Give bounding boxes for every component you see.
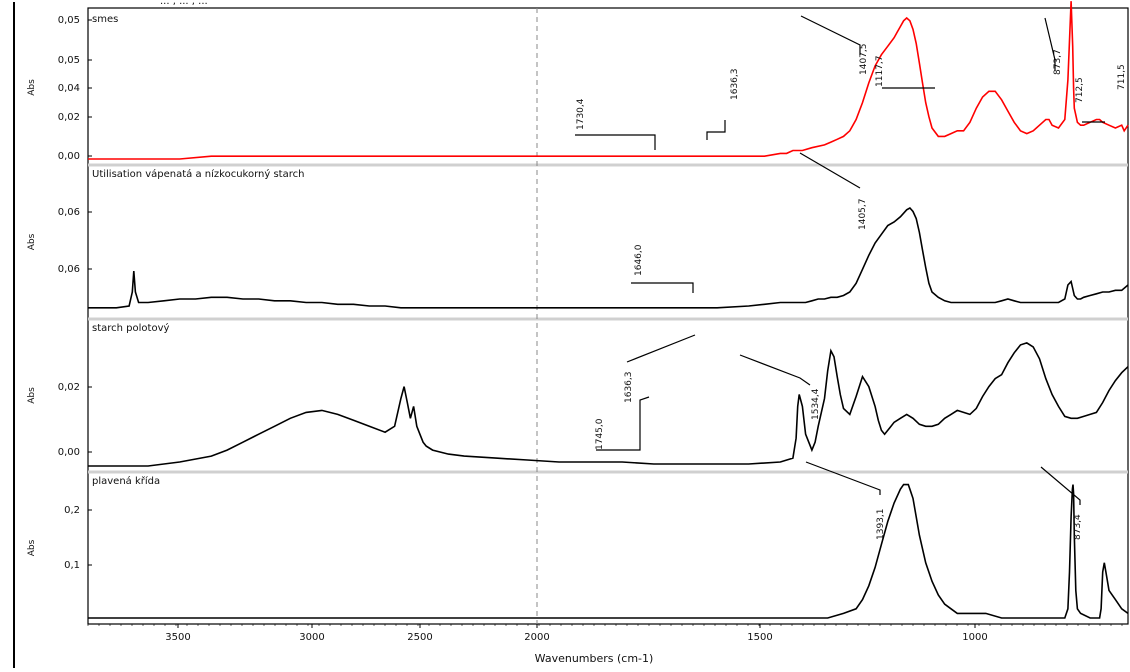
x-tick-label: 1500 [747, 632, 772, 643]
peak-leader-line [596, 396, 650, 451]
panel-title: plavená křída [92, 475, 160, 487]
peak-leader-line [799, 152, 861, 189]
y-axis-label: Abs [27, 539, 37, 556]
peak-label: 711,5 [1117, 64, 1127, 90]
peak-leader-line [1044, 17, 1056, 70]
panel-title: Utilisation vápenatá a nízkocukorný star… [92, 168, 304, 180]
panel-title: starch polotový [92, 322, 169, 334]
peak-leader-line [626, 334, 696, 363]
plot-frame [87, 7, 1129, 625]
peak-leader-line [800, 15, 861, 55]
y-tick-label: 0,00 [58, 151, 80, 162]
peak-leader-line [805, 461, 881, 495]
axis-layer: 3500 3000 2500 2000 1500 1000 [87, 19, 1123, 643]
x-tick-label: 1000 [962, 632, 987, 643]
peak-label: 1636,3 [730, 69, 740, 101]
y-tick-label: 0,05 [58, 55, 80, 66]
x-tick-label: 2500 [407, 632, 432, 643]
spectrum-line [88, 342, 1129, 467]
y-tick-label: 0,2 [64, 505, 80, 516]
peak-leader-line [631, 282, 694, 293]
peak-label: 873,4 [1073, 514, 1083, 540]
peak-label: 873,7 [1053, 49, 1063, 75]
peak-label: 1730,4 [576, 98, 586, 130]
peak-label: 712,5 [1075, 77, 1085, 103]
spectrum-line [88, 483, 1129, 619]
y-tick-label: 0,06 [58, 264, 80, 275]
peak-label: 1534,4 [811, 388, 821, 420]
top-header-text: ... , ... , ... [160, 0, 208, 7]
panel-separators [88, 163, 1128, 474]
series-layer [88, 1, 1129, 619]
peak-label: 1117,7 [875, 56, 885, 88]
y-tick-label: 0,1 [64, 560, 80, 571]
peak-leader-line [706, 120, 726, 140]
spectrum-line [88, 206, 1129, 309]
labels-layer: smes Abs 0,05 0,05 0,04 0,02 0,00 Utilisation v… [27, 14, 1127, 571]
y-tick-label: 0,06 [58, 207, 80, 218]
y-axis-label: Abs [27, 79, 37, 96]
y-tick-label: 0,02 [58, 382, 80, 393]
spectrum-line [88, 1, 1129, 160]
x-tick-label: 2000 [524, 632, 549, 643]
x-axis-label: Wavenumbers (cm-1) [535, 652, 654, 665]
peak-label: 1646,0 [634, 244, 644, 276]
y-tick-label: 0,05 [58, 15, 80, 26]
peak-label: 1393,1 [876, 509, 886, 541]
peak-label: 1407,5 [859, 44, 869, 76]
y-axis-label: Abs [27, 233, 37, 250]
panel-title: smes [92, 14, 118, 25]
peak-leader-line [575, 134, 656, 150]
peak-leader-line [739, 354, 811, 386]
peak-leader-line [1040, 466, 1081, 505]
x-tick-label: 3500 [165, 632, 190, 643]
y-axis-label: Abs [27, 387, 37, 404]
y-tick-label: 0,00 [58, 447, 80, 458]
y-tick-label: 0,04 [58, 83, 80, 94]
peak-label: 1405,7 [858, 199, 868, 231]
x-tick-label: 3000 [299, 632, 324, 643]
peak-label: 1636,3 [624, 372, 634, 404]
peak-label: 1745,0 [595, 418, 605, 450]
y-tick-label: 0,02 [58, 112, 80, 123]
